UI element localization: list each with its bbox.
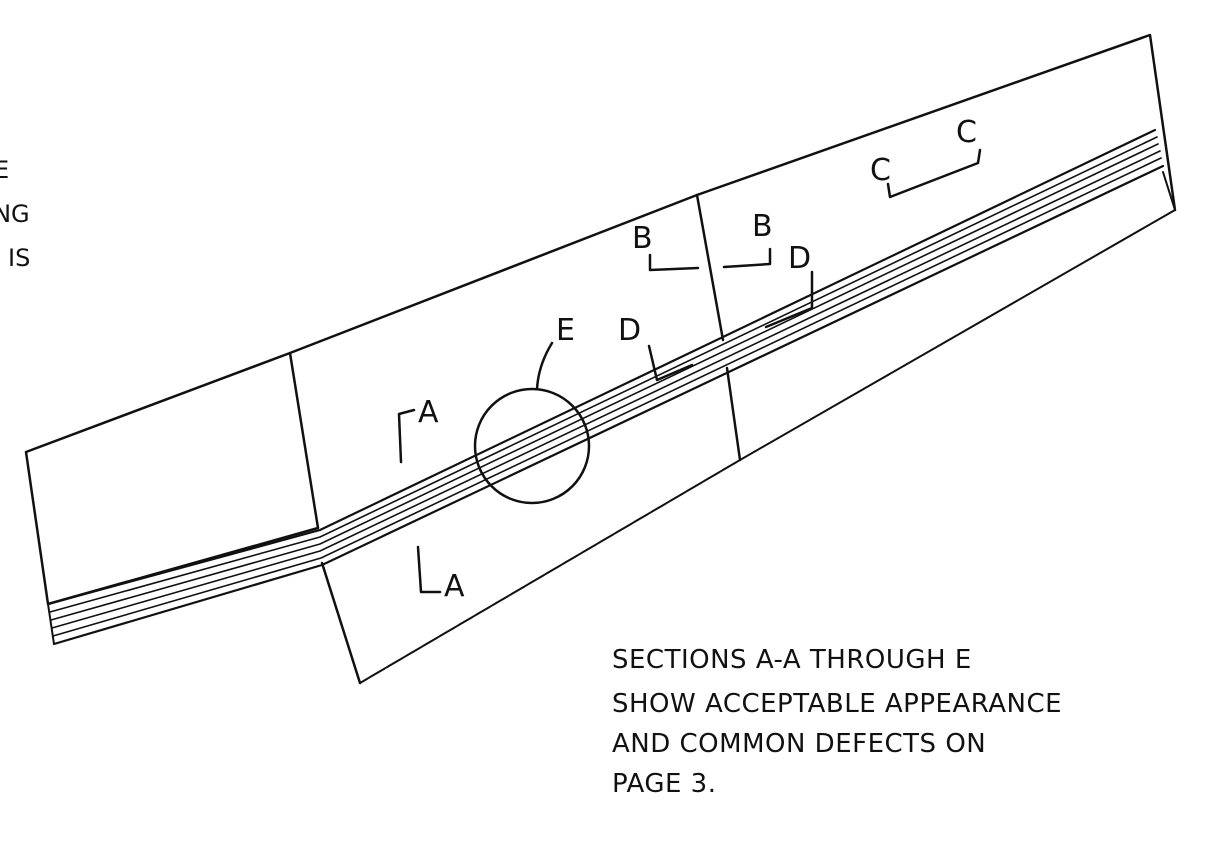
section-c-bracket <box>886 148 982 199</box>
note-line-1: SECTIONS A-A THROUGH E <box>612 645 972 675</box>
edge-text-line-1: E <box>0 156 9 184</box>
section-e-label: E <box>556 313 575 348</box>
section-b-right-bracket <box>722 247 772 269</box>
panel-outlines <box>24 33 1177 685</box>
section-a-bottom-label: A <box>444 569 465 604</box>
note-line-2: SHOW ACCEPTABLE APPEARANCE <box>612 689 1062 719</box>
section-e-leader <box>535 341 554 391</box>
section-c-left-label: C <box>870 153 891 188</box>
section-e-marker: E <box>473 313 591 505</box>
panel-divider-right <box>695 193 725 342</box>
section-d-left-bracket <box>647 344 694 382</box>
section-b-left-label: B <box>632 221 653 256</box>
note-line-4: PAGE 3. <box>612 769 717 799</box>
panel-divider-right-lower <box>725 366 742 462</box>
laminate-stripes <box>46 128 1165 646</box>
section-a-marker: A A <box>397 395 465 604</box>
section-c-marker: C C <box>870 115 982 199</box>
right-panel-bottom-edge <box>739 171 1176 461</box>
section-b-marker: B B <box>632 209 773 272</box>
edge-text-line-2: ING <box>0 200 30 228</box>
left-panel-outline <box>24 351 320 606</box>
section-c-right-label: C <box>956 115 977 150</box>
left-edge-text: E ING IS <box>0 156 30 272</box>
section-d-marker: D D <box>618 241 814 382</box>
sections-note: SECTIONS A-A THROUGH E SHOW ACCEPTABLE A… <box>612 645 1062 799</box>
edge-text-line-3: IS <box>8 244 30 272</box>
middle-panel-bottom-edge <box>359 459 741 684</box>
section-a-top-label: A <box>418 395 439 430</box>
middle-panel-divider-left <box>320 561 362 685</box>
section-d-right-bracket <box>764 270 814 329</box>
section-d-left-label: D <box>618 313 641 348</box>
section-a-bottom-bracket <box>416 545 442 594</box>
note-line-3: AND COMMON DEFECTS ON <box>612 729 986 759</box>
right-panel-top-edge <box>695 33 1177 212</box>
section-b-left-bracket <box>648 253 700 272</box>
section-d-right-label: D <box>788 241 811 276</box>
section-b-right-label: B <box>752 209 773 244</box>
section-e-circle <box>473 387 591 505</box>
section-a-top-bracket <box>397 408 416 464</box>
middle-panel-top-edge <box>288 193 699 355</box>
